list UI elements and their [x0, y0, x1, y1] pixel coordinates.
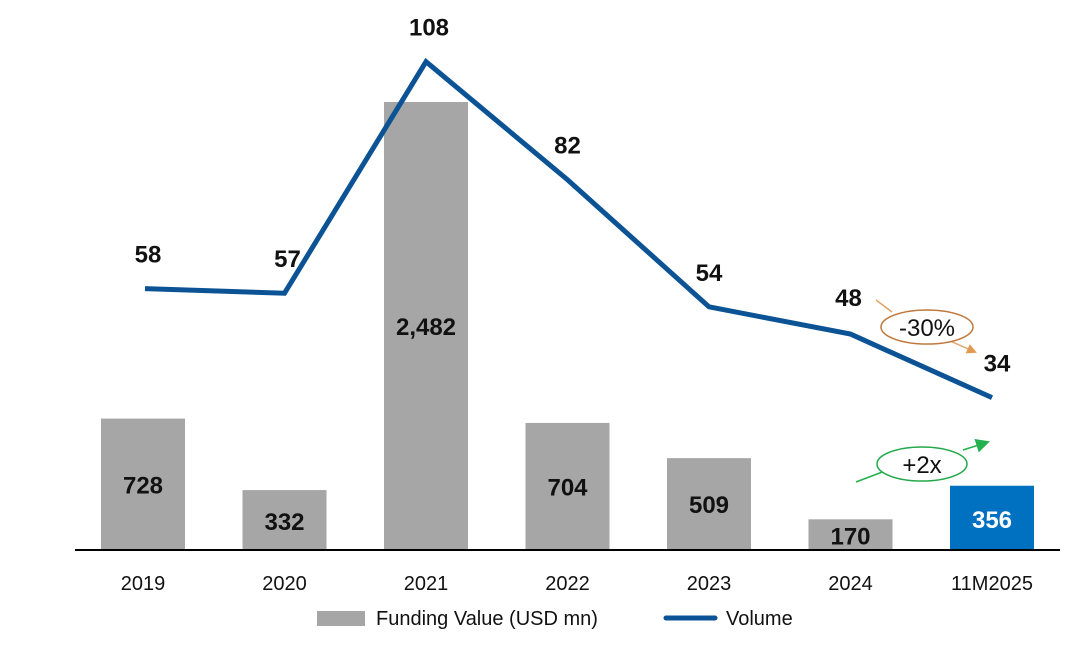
- line-layer: [144, 57, 994, 400]
- volume-value-label: 54: [696, 260, 723, 287]
- annotation-ellipse: [876, 446, 968, 482]
- annotation-volume-change: -30%: [899, 315, 955, 342]
- bar-2022: [525, 422, 610, 550]
- x-tick-label: 11M2025: [951, 573, 1033, 595]
- x-tick-label: 2024: [828, 573, 873, 595]
- annotation-arrow: [962, 438, 990, 453]
- bar-11M2025: [950, 485, 1034, 550]
- x-tick-label: 2023: [687, 573, 732, 595]
- volume-value-label: 58: [135, 242, 162, 269]
- bar-2023: [667, 458, 751, 550]
- volume-line: [144, 57, 994, 400]
- annotation-funding-change: +2x: [902, 452, 941, 479]
- bar-value-label: 356: [972, 507, 1012, 534]
- bar-value-label: 2,482: [396, 314, 456, 341]
- bar-value-label: 704: [547, 474, 588, 501]
- x-tick-label: 2021: [404, 573, 449, 595]
- x-tick-label: 2019: [121, 573, 166, 595]
- bar-2024: [808, 519, 893, 550]
- labels-layer: 728 332 2,482 704 509 170 356 58 57 108 82 54 48 34: [123, 15, 1012, 551]
- bars-layer: [101, 102, 1034, 550]
- volume-value-label: 34: [984, 351, 1011, 378]
- legend-label-funding: Funding Value (USD mn): [376, 608, 598, 630]
- volume-value-label: 82: [554, 133, 581, 160]
- volume-value-label: 48: [835, 285, 862, 312]
- volume-value-label: 57: [274, 246, 301, 273]
- x-tick-label: 2022: [545, 573, 590, 595]
- annotation-arrow-tail: [875, 299, 893, 313]
- x-tick-label: 2020: [262, 573, 307, 595]
- bar-2019: [101, 418, 185, 550]
- bar-2021: [384, 102, 468, 550]
- annotation-arrow: [947, 339, 977, 354]
- bar-value-label: 509: [689, 492, 729, 519]
- annotation-arrow-tail: [855, 470, 886, 483]
- legend: Funding Value (USD mn) Volume: [317, 608, 793, 630]
- annotations-layer: -30% +2x: [855, 299, 990, 483]
- bar-value-label: 332: [264, 509, 304, 536]
- bar-2020: [242, 490, 327, 550]
- bar-value-label: 728: [123, 472, 163, 499]
- legend-swatch-funding: [317, 611, 365, 626]
- bar-value-label: 170: [830, 524, 870, 551]
- legend-label-volume: Volume: [726, 608, 793, 630]
- ticks-layer: 2019 2020 2021 2022 2023 2024 11M2025: [121, 573, 1033, 595]
- annotation-ellipse: [880, 309, 974, 345]
- volume-value-label: 108: [409, 15, 449, 42]
